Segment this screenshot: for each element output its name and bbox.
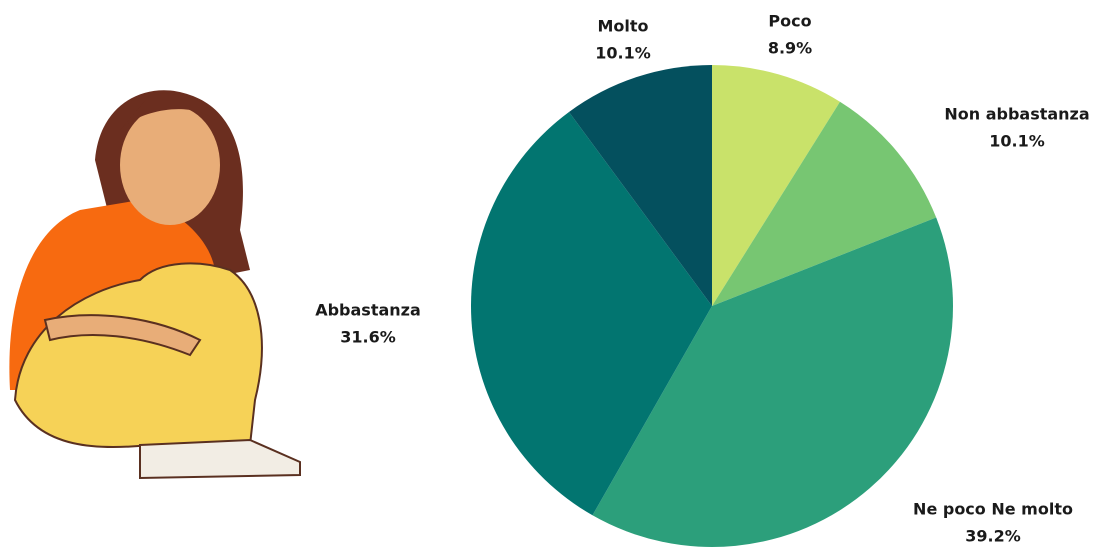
pie-slice <box>712 65 840 306</box>
arm <box>43 314 202 357</box>
slice-value-label: 31.6% <box>340 328 396 347</box>
slice-value-label: 10.1% <box>989 132 1045 151</box>
pie-slice <box>592 217 953 548</box>
slice-value-label: 39.2% <box>965 527 1021 546</box>
face <box>120 105 220 225</box>
pie-slice <box>568 65 712 306</box>
shoes <box>139 438 301 480</box>
slice-value-label: 10.1% <box>595 44 651 63</box>
slice-label: Poco <box>768 12 811 31</box>
bangs <box>120 93 215 130</box>
slice-label: Ne poco Ne molto <box>913 500 1073 519</box>
slice-value-label: 8.9% <box>768 39 812 58</box>
slice-label: Abbastanza <box>315 301 421 320</box>
slice-label: Non abbastanza <box>944 105 1089 124</box>
pie-slice <box>712 101 937 306</box>
pie-slice <box>471 112 712 516</box>
legs <box>13 262 263 449</box>
slice-label: Molto <box>597 17 648 36</box>
illustration <box>9 90 301 480</box>
